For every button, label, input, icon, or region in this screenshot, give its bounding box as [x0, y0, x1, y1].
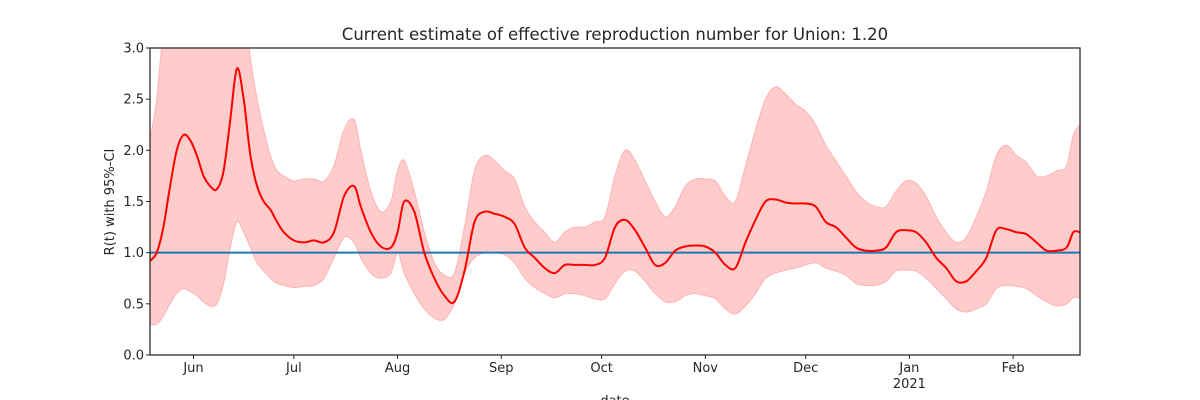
y-tick-label: 1.0	[123, 246, 144, 261]
x-tick-label: Jul	[285, 361, 302, 376]
x-tick-label: Aug	[385, 361, 410, 376]
x-tick-label: Jun	[182, 361, 203, 376]
x-tick-label: Jan	[898, 361, 919, 376]
x-tick-label: Feb	[1002, 361, 1025, 376]
y-axis-label: R(t) with 95%-CI	[103, 149, 118, 256]
y-tick-label: 3.0	[123, 42, 144, 57]
confidence-band-lower-edge	[150, 221, 1080, 326]
x-tick-label: Dec	[793, 361, 818, 376]
x-axis-label: date	[600, 394, 629, 400]
x-tick-label: Sep	[489, 361, 514, 376]
confidence-band-upper-edge	[150, 48, 1080, 279]
y-axis-ticks: 0.0 0.5 1.0 1.5 2.0 2.5 3.0	[123, 42, 150, 364]
y-tick-label: 2.0	[123, 144, 144, 159]
x-tick-sublabel: 2021	[893, 377, 926, 392]
confidence-band-layer	[150, 48, 1080, 326]
x-tick-label: Oct	[590, 361, 612, 376]
y-tick-label: 0.0	[123, 349, 144, 364]
chart-title: Current estimate of effective reproducti…	[342, 25, 888, 44]
y-tick-label: 1.5	[123, 195, 144, 210]
confidence-band	[150, 48, 1080, 325]
estimate-line	[150, 67, 1080, 305]
y-tick-label: 0.5	[123, 297, 144, 312]
y-tick-label: 2.5	[123, 93, 144, 108]
x-tick-label: Nov	[693, 361, 719, 376]
estimate-line-layer	[150, 67, 1080, 305]
